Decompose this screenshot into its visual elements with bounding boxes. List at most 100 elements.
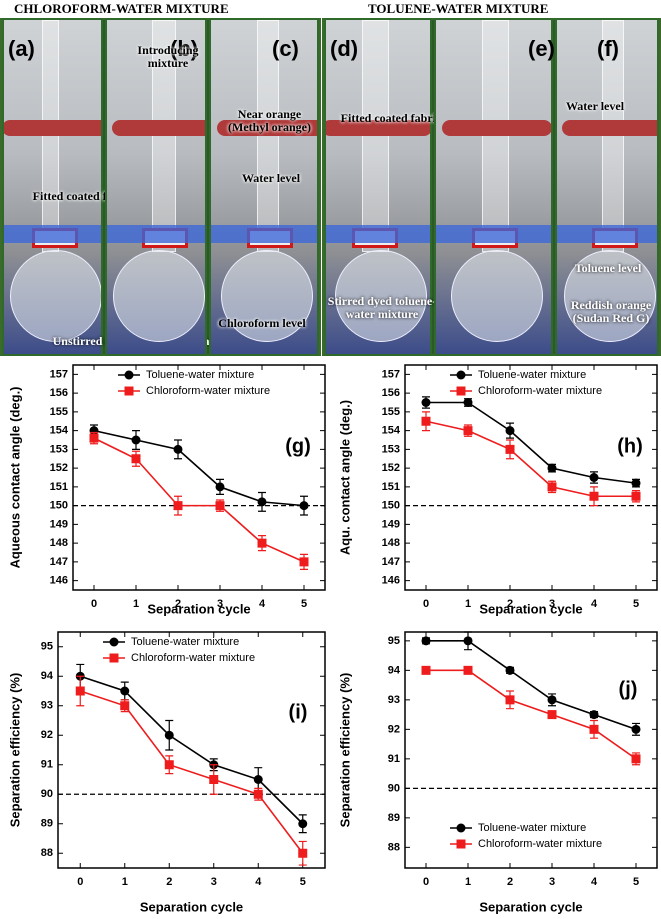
data-point: [299, 557, 309, 567]
x-tick-label: 1: [122, 876, 128, 888]
photo-annotation: Chloroform level: [218, 316, 306, 330]
data-point: [257, 497, 267, 507]
photo-panel: [555, 18, 659, 356]
legend-label: Toluene-water mixture: [131, 636, 239, 648]
y-tick-label: 148: [50, 537, 68, 549]
x-tick-label: 5: [633, 598, 639, 610]
data-point: [463, 636, 473, 646]
legend-label: Toluene-water mixture: [478, 369, 586, 381]
x-tick-label: 0: [423, 598, 429, 610]
data-point: [120, 701, 130, 711]
y-tick-label: 151: [382, 481, 400, 493]
x-axis-label: Separation cycle: [140, 899, 243, 914]
x-axis-label: Separation cycle: [479, 601, 582, 616]
x-tick-label: 1: [465, 598, 471, 610]
data-point: [164, 760, 174, 770]
legend-swatch: [456, 386, 466, 396]
x-tick-label: 3: [549, 598, 555, 610]
legend-swatch: [456, 823, 466, 833]
glassware: [562, 120, 657, 136]
y-tick-label: 156: [50, 387, 68, 399]
glassware: [9, 250, 101, 342]
y-tick-label: 94: [41, 670, 54, 682]
data-point: [120, 686, 130, 696]
data-point: [298, 848, 308, 858]
series-line: [93, 429, 305, 507]
y-tick-label: 90: [388, 782, 400, 794]
data-point: [421, 398, 431, 407]
data-point: [173, 444, 183, 454]
data-point: [75, 686, 85, 696]
series-line: [425, 420, 636, 498]
legend-swatch: [109, 637, 119, 647]
data-point: [257, 538, 267, 548]
photo-annotation: Near orange (Methyl orange): [228, 107, 311, 134]
y-tick-label: 95: [41, 641, 53, 653]
photo-panel: [209, 18, 319, 356]
y-tick-label: 156: [382, 387, 400, 399]
x-tick-label: 5: [633, 876, 639, 888]
photo-annotation: Water level: [241, 171, 301, 185]
x-tick-label: 0: [77, 876, 83, 888]
y-axis-label: Separation efficiency (%): [7, 673, 22, 828]
glassware: [217, 120, 317, 136]
data-point: [505, 426, 515, 436]
photo-panel: [105, 18, 207, 356]
x-tick-label: 4: [255, 876, 262, 888]
x-tick-label: 4: [591, 598, 598, 610]
y-tick-label: 93: [41, 700, 53, 712]
y-tick-label: 94: [388, 664, 401, 676]
x-tick-label: 2: [507, 876, 513, 888]
panel-annotation: (i): [289, 701, 308, 723]
data-point: [215, 482, 225, 492]
data-point: [631, 491, 641, 501]
y-tick-label: 89: [41, 818, 53, 830]
glassware: [326, 120, 430, 136]
legend-label: Chloroform-water mixture: [478, 838, 602, 850]
data-point: [505, 665, 515, 675]
y-tick-label: 149: [50, 518, 68, 530]
plot-frame: [404, 364, 658, 591]
data-point: [547, 710, 557, 720]
y-tick-label: 152: [50, 462, 68, 474]
glassware: [564, 250, 656, 342]
y-tick-label: 91: [41, 759, 53, 771]
y-tick-label: 155: [382, 406, 400, 418]
data-point: [589, 473, 599, 482]
panel-letter: (a): [8, 36, 35, 61]
data-point: [253, 775, 263, 784]
glassware: [450, 250, 543, 342]
y-tick-label: 148: [382, 537, 400, 549]
legend-label: Chloroform-water mixture: [131, 652, 255, 664]
y-tick-label: 146: [382, 575, 400, 587]
panel-letter: (f): [597, 36, 619, 61]
panel-annotation: (j): [619, 678, 638, 700]
data-point: [547, 695, 557, 705]
y-tick-label: 95: [388, 635, 400, 647]
y-axis-label: Aqu. contact angle (deg.): [337, 400, 352, 555]
x-tick-label: 3: [217, 598, 223, 610]
plot-frame: [404, 631, 658, 869]
y-tick-label: 88: [41, 847, 53, 859]
series-line: [79, 690, 304, 854]
data-point: [209, 775, 219, 784]
photo-panel: [2, 18, 103, 356]
y-tick-label: 88: [388, 841, 400, 853]
x-tick-label: 4: [591, 876, 598, 888]
data-point: [505, 444, 515, 454]
y-tick-label: 90: [41, 788, 53, 800]
glassware: [4, 225, 101, 243]
data-point: [421, 636, 431, 646]
photo-annotation: Fitted coated fabric: [340, 111, 442, 125]
y-tick-label: 147: [382, 556, 400, 568]
data-point: [589, 710, 599, 720]
panel-annotation: (g): [285, 435, 311, 457]
glassware: [107, 225, 205, 243]
data-point: [215, 501, 225, 511]
x-tick-label: 1: [133, 598, 139, 610]
x-tick-label: 3: [211, 876, 217, 888]
photo-annotation: Water level: [565, 99, 625, 113]
x-axis-label: Separation cycle: [479, 899, 582, 914]
x-tick-label: 2: [175, 598, 181, 610]
legend-label: Chloroform-water mixture: [146, 385, 270, 397]
